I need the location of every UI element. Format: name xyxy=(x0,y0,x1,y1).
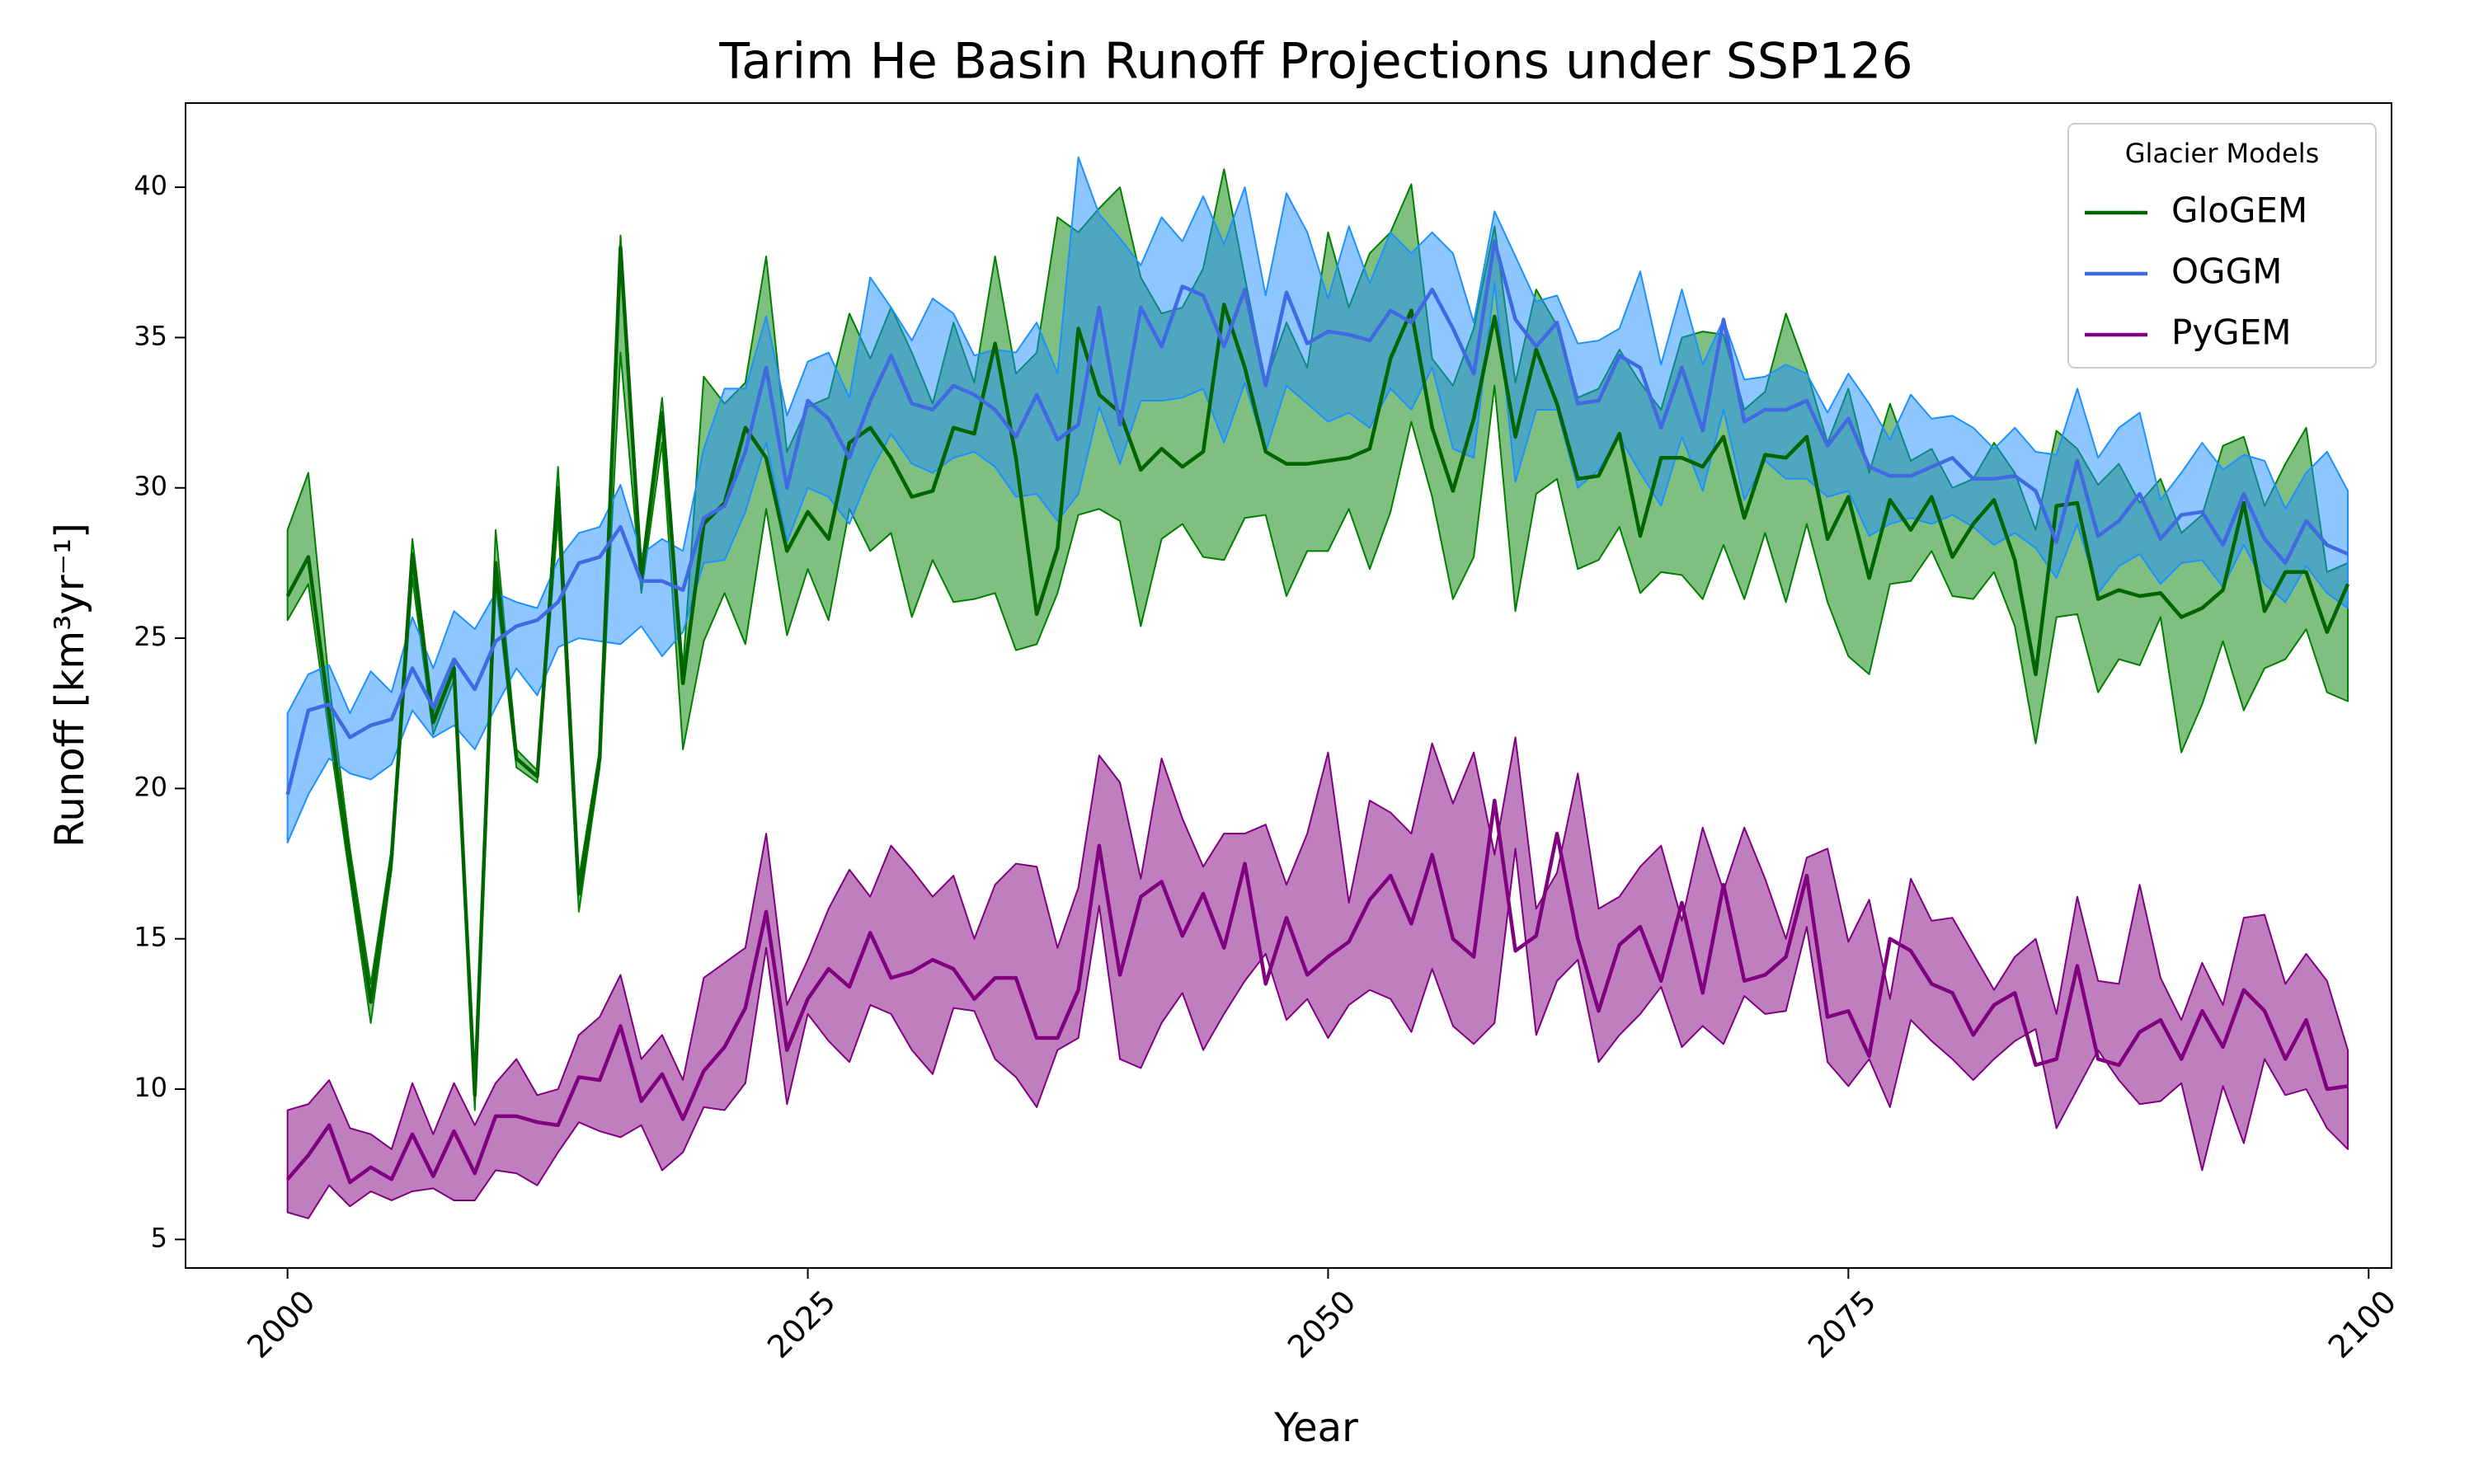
uncertainty-band xyxy=(286,156,2349,844)
legend-box xyxy=(2067,123,2377,369)
legend-title: Glacier Models xyxy=(2125,138,2320,169)
legend-label: OGGM xyxy=(2171,251,2282,292)
legend-label: GloGEM xyxy=(2171,190,2307,231)
y-tick-label: 5 xyxy=(151,1222,167,1253)
series-line xyxy=(285,239,2349,796)
y-tick-label: 10 xyxy=(134,1072,167,1103)
series-line xyxy=(285,798,2349,1185)
legend: Glacier Models GloGEM OGGM PyGEM xyxy=(2067,123,2377,369)
plot-frame xyxy=(185,102,2392,1269)
series-line xyxy=(285,245,2350,1097)
y-tick-label: 20 xyxy=(134,771,167,802)
y-tick-label: 40 xyxy=(134,170,167,201)
y-axis-label: Runoff [km³yr⁻¹] xyxy=(47,523,93,848)
y-tick-label: 30 xyxy=(134,471,167,502)
x-axis-label: Year xyxy=(1273,1405,1358,1451)
y-tick-label: 25 xyxy=(134,621,167,652)
uncertainty-band xyxy=(286,736,2349,1219)
y-tick-label: 15 xyxy=(134,922,167,953)
y-tick-label: 35 xyxy=(134,320,167,351)
legend-label: PyGEM xyxy=(2171,312,2292,353)
chart-title: Tarim He Basin Runoff Projections under … xyxy=(718,33,1912,91)
